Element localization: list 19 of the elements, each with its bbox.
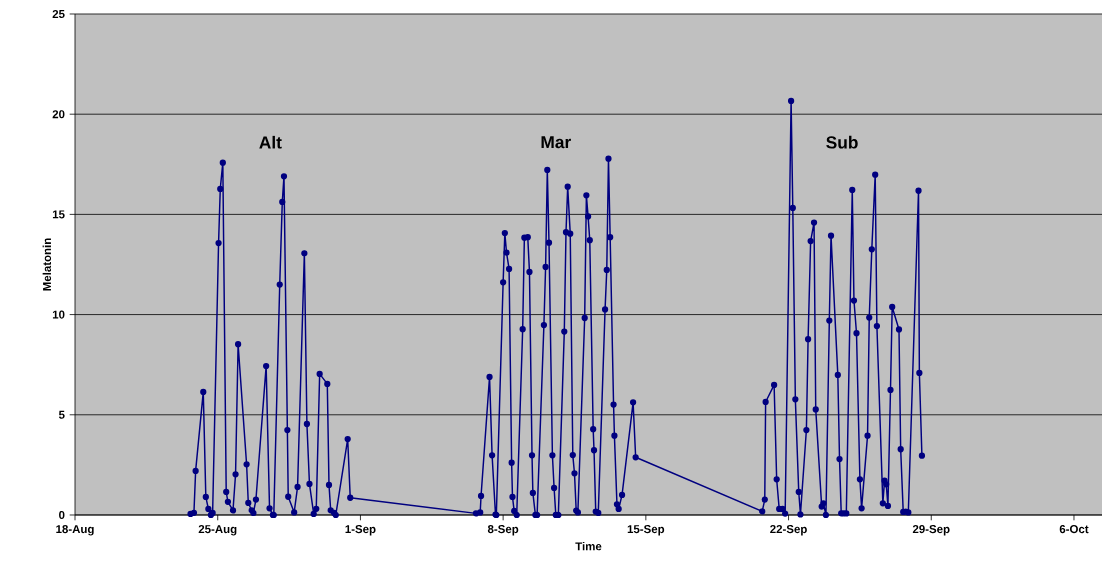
y-tick-label: 0 bbox=[59, 510, 65, 520]
x-tick-label: 1-Sep bbox=[345, 525, 376, 536]
x-tick-label: 29-Sep bbox=[912, 525, 950, 536]
x-tick-label: 18-Aug bbox=[56, 525, 94, 536]
x-tick-label: 6-Oct bbox=[1059, 525, 1089, 534]
x-tick-label: 22-Sep bbox=[770, 525, 807, 536]
y-axis-title: Melatonin bbox=[42, 238, 52, 291]
x-tick-label: 8-Sep bbox=[487, 525, 519, 536]
annotation: Mar bbox=[541, 136, 571, 149]
y-tick-label: 10 bbox=[52, 310, 65, 319]
x-axis-title: Time bbox=[575, 541, 602, 551]
y-tick-label: 20 bbox=[52, 110, 65, 119]
y-tick-label: 15 bbox=[52, 210, 65, 219]
x-tick-label: 25-Aug bbox=[198, 525, 237, 536]
annotation: Alt bbox=[259, 135, 282, 149]
annotation: Sub bbox=[826, 135, 858, 149]
x-tick-label: 15-Sep bbox=[627, 525, 665, 536]
y-tick-label: 25 bbox=[52, 9, 65, 19]
y-tick-label: 5 bbox=[58, 410, 65, 419]
